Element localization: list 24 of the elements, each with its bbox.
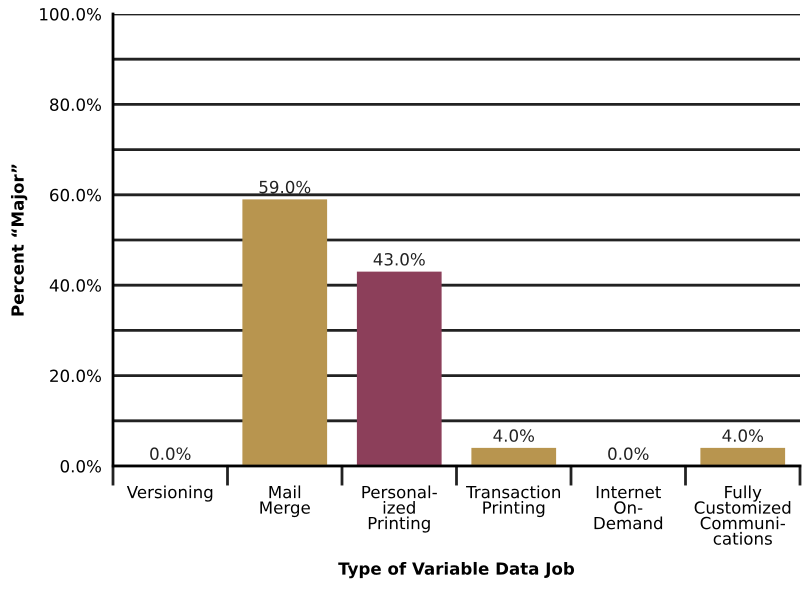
bar — [471, 448, 556, 466]
y-tick-label: 100.0% — [40, 8, 101, 21]
data-label: 59.0% — [260, 180, 310, 194]
data-label: 0.0% — [608, 447, 648, 460]
bar — [242, 199, 328, 466]
x-tick-label: Transaction Printing — [466, 485, 560, 518]
x-tick-label: Personal- ized Printing — [362, 485, 437, 533]
bar — [356, 272, 442, 466]
bar — [700, 448, 786, 466]
data-label: 0.0% — [150, 447, 190, 460]
y-tick-label: 40.0% — [50, 279, 101, 292]
y-tick-label: 80.0% — [50, 98, 101, 111]
data-label: 4.0% — [722, 429, 763, 442]
data-label: 43.0% — [374, 253, 425, 266]
y-tick-label: 60.0% — [50, 188, 101, 202]
y-tick-label: 20.0% — [50, 370, 101, 382]
y-axis-title: Percent “Major” — [10, 164, 28, 316]
data-label: 4.0% — [493, 429, 534, 442]
y-tick-label: 0.0% — [60, 460, 101, 473]
x-tick-label: Fully Customized Communi- cations — [694, 485, 790, 545]
x-axis-title: Type of Variable Data Job — [338, 562, 574, 578]
x-tick-label: Internet On- Demand — [594, 486, 662, 530]
x-tick-label: Versioning — [126, 485, 212, 502]
x-tick-label: Mail Merge — [260, 485, 310, 518]
